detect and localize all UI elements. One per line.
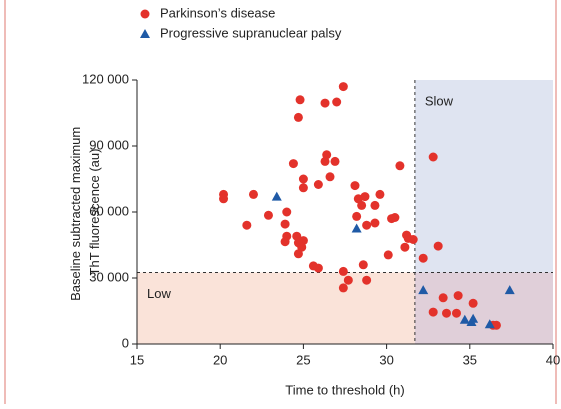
x-tick-label: 15 [130, 352, 144, 367]
circle-point [280, 219, 290, 229]
circle-point [352, 211, 362, 221]
circle-point [357, 200, 367, 210]
circle-point [468, 298, 478, 308]
circle-point [375, 189, 385, 199]
slow-region [414, 80, 553, 273]
circle-point [242, 220, 252, 230]
low-region [137, 272, 415, 344]
y-tick-label: 30 000 [89, 269, 129, 284]
x-tick-label: 30 [379, 352, 393, 367]
x-tick-label: 20 [213, 352, 227, 367]
circle-point [400, 242, 410, 252]
circle-point [313, 180, 323, 189]
overlap-region [414, 272, 553, 344]
y-axis-label: Baseline subtracted maximum ThT fluoresc… [68, 123, 102, 301]
circle-point [362, 275, 372, 285]
legend-label: Progressive supranuclear palsy [160, 25, 342, 40]
circle-point [390, 213, 400, 222]
x-tick-label: 35 [463, 352, 477, 367]
circle-point [451, 308, 461, 318]
marks [219, 82, 515, 330]
circle-point [330, 156, 340, 166]
circle-point [248, 189, 258, 199]
circle-point [343, 275, 353, 285]
circle-point [360, 192, 370, 202]
circle-point [320, 156, 330, 166]
y-tick-label: 120 000 [82, 71, 129, 86]
circle-point [295, 95, 305, 105]
legend-label: Parkinson’s disease [160, 5, 275, 20]
triangle-point [504, 285, 515, 295]
triangle-point [484, 319, 495, 329]
circle-point [383, 250, 393, 260]
circle-point [350, 181, 360, 191]
circle-point [370, 218, 380, 228]
circle-point [453, 291, 463, 301]
y-label-line: ThT fluorescence (au) [87, 149, 102, 276]
triangle-point [351, 223, 362, 233]
x-axis-label: Time to threshold (h) [285, 382, 404, 397]
y-tick-label: 60 000 [89, 203, 129, 218]
triangle-point [468, 313, 479, 323]
circle-point [358, 260, 368, 270]
circle-point [298, 183, 308, 193]
circle-point [282, 207, 292, 217]
legend-marker [140, 29, 150, 38]
triangle-point [418, 285, 429, 295]
legend-marker [140, 9, 150, 19]
circle-point [338, 82, 348, 92]
circle-point [332, 97, 342, 107]
circle-point [338, 283, 348, 293]
circle-point [298, 174, 308, 184]
circle-point [428, 307, 438, 317]
circle-point [438, 293, 448, 303]
circle-point [338, 266, 348, 276]
triangle-point [459, 314, 470, 324]
circle-point [428, 152, 438, 162]
y-label-line: Baseline subtracted maximum [68, 127, 83, 301]
regions: Slow Low [137, 80, 553, 344]
circle-point [293, 249, 303, 259]
circle-point [293, 112, 303, 122]
circle-point [263, 210, 273, 220]
x-tick-label: 40 [546, 352, 560, 367]
circle-point [288, 159, 298, 169]
circle-point [433, 241, 443, 251]
circle-point [370, 200, 380, 210]
y-tick-label: 90 000 [89, 137, 129, 152]
circle-point [320, 98, 330, 108]
x-tick-label: 25 [296, 352, 310, 367]
circle-point [313, 263, 323, 273]
circle-point [325, 172, 335, 182]
triangle-point [271, 191, 282, 201]
circle-point [408, 235, 418, 244]
circle-point [442, 308, 452, 318]
circle-point [395, 161, 405, 171]
circle-point [219, 194, 229, 204]
circle-point [280, 237, 290, 247]
circle-point [362, 220, 372, 230]
region-label: Slow [425, 93, 454, 108]
y-tick-label: 0 [122, 335, 129, 350]
circle-point [418, 253, 428, 263]
region-label: Low [147, 286, 171, 301]
